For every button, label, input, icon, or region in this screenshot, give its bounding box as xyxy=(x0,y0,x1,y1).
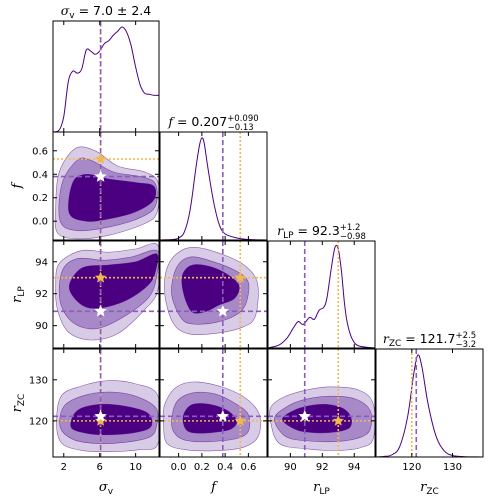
y-tick-label: 0.0 xyxy=(32,217,48,228)
y-axis-label-group: rLP xyxy=(10,286,27,303)
panel-frame xyxy=(52,131,160,241)
panel-frame xyxy=(159,131,268,241)
marginal-title-rlp: rLP = 92.3+1.2 −0.98 xyxy=(277,223,366,242)
marginal-title-f: f = 0.207+0.090 −0.13 xyxy=(167,114,258,133)
y-axis-label-group: f xyxy=(10,181,25,189)
panel-rlp_f xyxy=(159,240,268,349)
y-tick-label: 92 xyxy=(35,289,48,300)
panel-frame xyxy=(52,240,160,349)
contour-level-3 xyxy=(70,403,153,436)
marginal-curve-rzc xyxy=(375,354,484,458)
truth-star-white xyxy=(94,409,107,422)
y-tick-label: 130 xyxy=(29,375,48,386)
truth-star-orange xyxy=(234,414,246,426)
x-axis-label-rlp: rLP xyxy=(313,480,330,497)
truth-star-white xyxy=(94,304,107,317)
truth-star-orange xyxy=(234,271,246,283)
y-tick-label: 120 xyxy=(29,416,48,427)
x-tick-label: 94 xyxy=(348,462,361,473)
x-tick-label: 6 xyxy=(97,462,103,473)
contour-level-3 xyxy=(68,173,157,222)
x-tick-label: 10 xyxy=(129,462,142,473)
panel-rzc_f xyxy=(159,348,268,458)
marginal-panel-rzc: rZC = 121.7+2.5 −3.2 xyxy=(375,331,484,458)
truth-star-orange xyxy=(94,271,107,283)
x-tick-label: 90 xyxy=(284,462,297,473)
x-tick-label: 92 xyxy=(316,462,329,473)
x-tick-label: 120 xyxy=(402,462,421,473)
marginal-curve-f xyxy=(159,137,268,241)
marginal-title-rzc: rZC = 121.7+2.5 −3.2 xyxy=(383,331,476,350)
panel-frame xyxy=(52,348,160,458)
y-axis-label-f: f xyxy=(10,181,25,189)
y-tick-label: 0.4 xyxy=(32,170,48,181)
truth-star-orange xyxy=(94,414,107,426)
panel-rzc_sv xyxy=(52,348,160,458)
panel-frame xyxy=(159,240,268,349)
y-tick-label: 0.2 xyxy=(32,193,48,204)
y-axis-label-rlp: rLP xyxy=(10,286,27,303)
x-axis-label-f: f xyxy=(210,480,218,495)
truth-star-white xyxy=(94,170,107,182)
truth-star-white xyxy=(298,409,311,422)
x-axis-label-sv: σv xyxy=(99,480,114,497)
y-tick-label: 0.6 xyxy=(32,146,48,157)
y-axis-label-rzc: rZC xyxy=(10,394,27,413)
y-tick-label: 94 xyxy=(35,257,48,268)
marginal-panel-rlp: rLP = 92.3+1.2 −0.98 xyxy=(267,223,376,349)
truth-star-orange xyxy=(94,153,107,164)
truth-star-white xyxy=(216,304,229,317)
panel-frame xyxy=(52,20,160,133)
truth-star-white xyxy=(216,409,229,422)
x-tick-label: 0.0 xyxy=(171,462,187,473)
x-tick-label: 0.4 xyxy=(217,462,233,473)
marginal-panel-f: f = 0.207+0.090 −0.13 xyxy=(159,114,268,241)
marginal-curve-sv xyxy=(52,26,160,133)
panel-frame xyxy=(159,348,268,458)
y-tick-label: 90 xyxy=(35,321,48,332)
y-axis-label-group: rZC xyxy=(10,394,27,413)
marginal-panel-sv: σv = 7.0 ± 2.4 xyxy=(52,3,160,133)
contour-level-3 xyxy=(181,264,240,314)
panel-f_sv xyxy=(52,131,160,241)
marginal-title-sv: σv = 7.0 ± 2.4 xyxy=(61,3,152,21)
marginal-curve-rlp xyxy=(267,244,376,349)
panel-frame xyxy=(267,348,376,458)
panel-frame xyxy=(375,348,484,458)
x-tick-label: 0.2 xyxy=(194,462,210,473)
x-axis-label-rzc: rZC xyxy=(420,480,439,497)
panel-rlp_sv xyxy=(52,240,160,349)
truth-star-orange xyxy=(332,414,344,426)
x-tick-label: 130 xyxy=(443,462,462,473)
x-tick-label: 2 xyxy=(61,462,67,473)
panel-frame xyxy=(267,240,376,349)
x-tick-label: 0.6 xyxy=(240,462,256,473)
panel-rzc_rlp xyxy=(267,348,376,458)
